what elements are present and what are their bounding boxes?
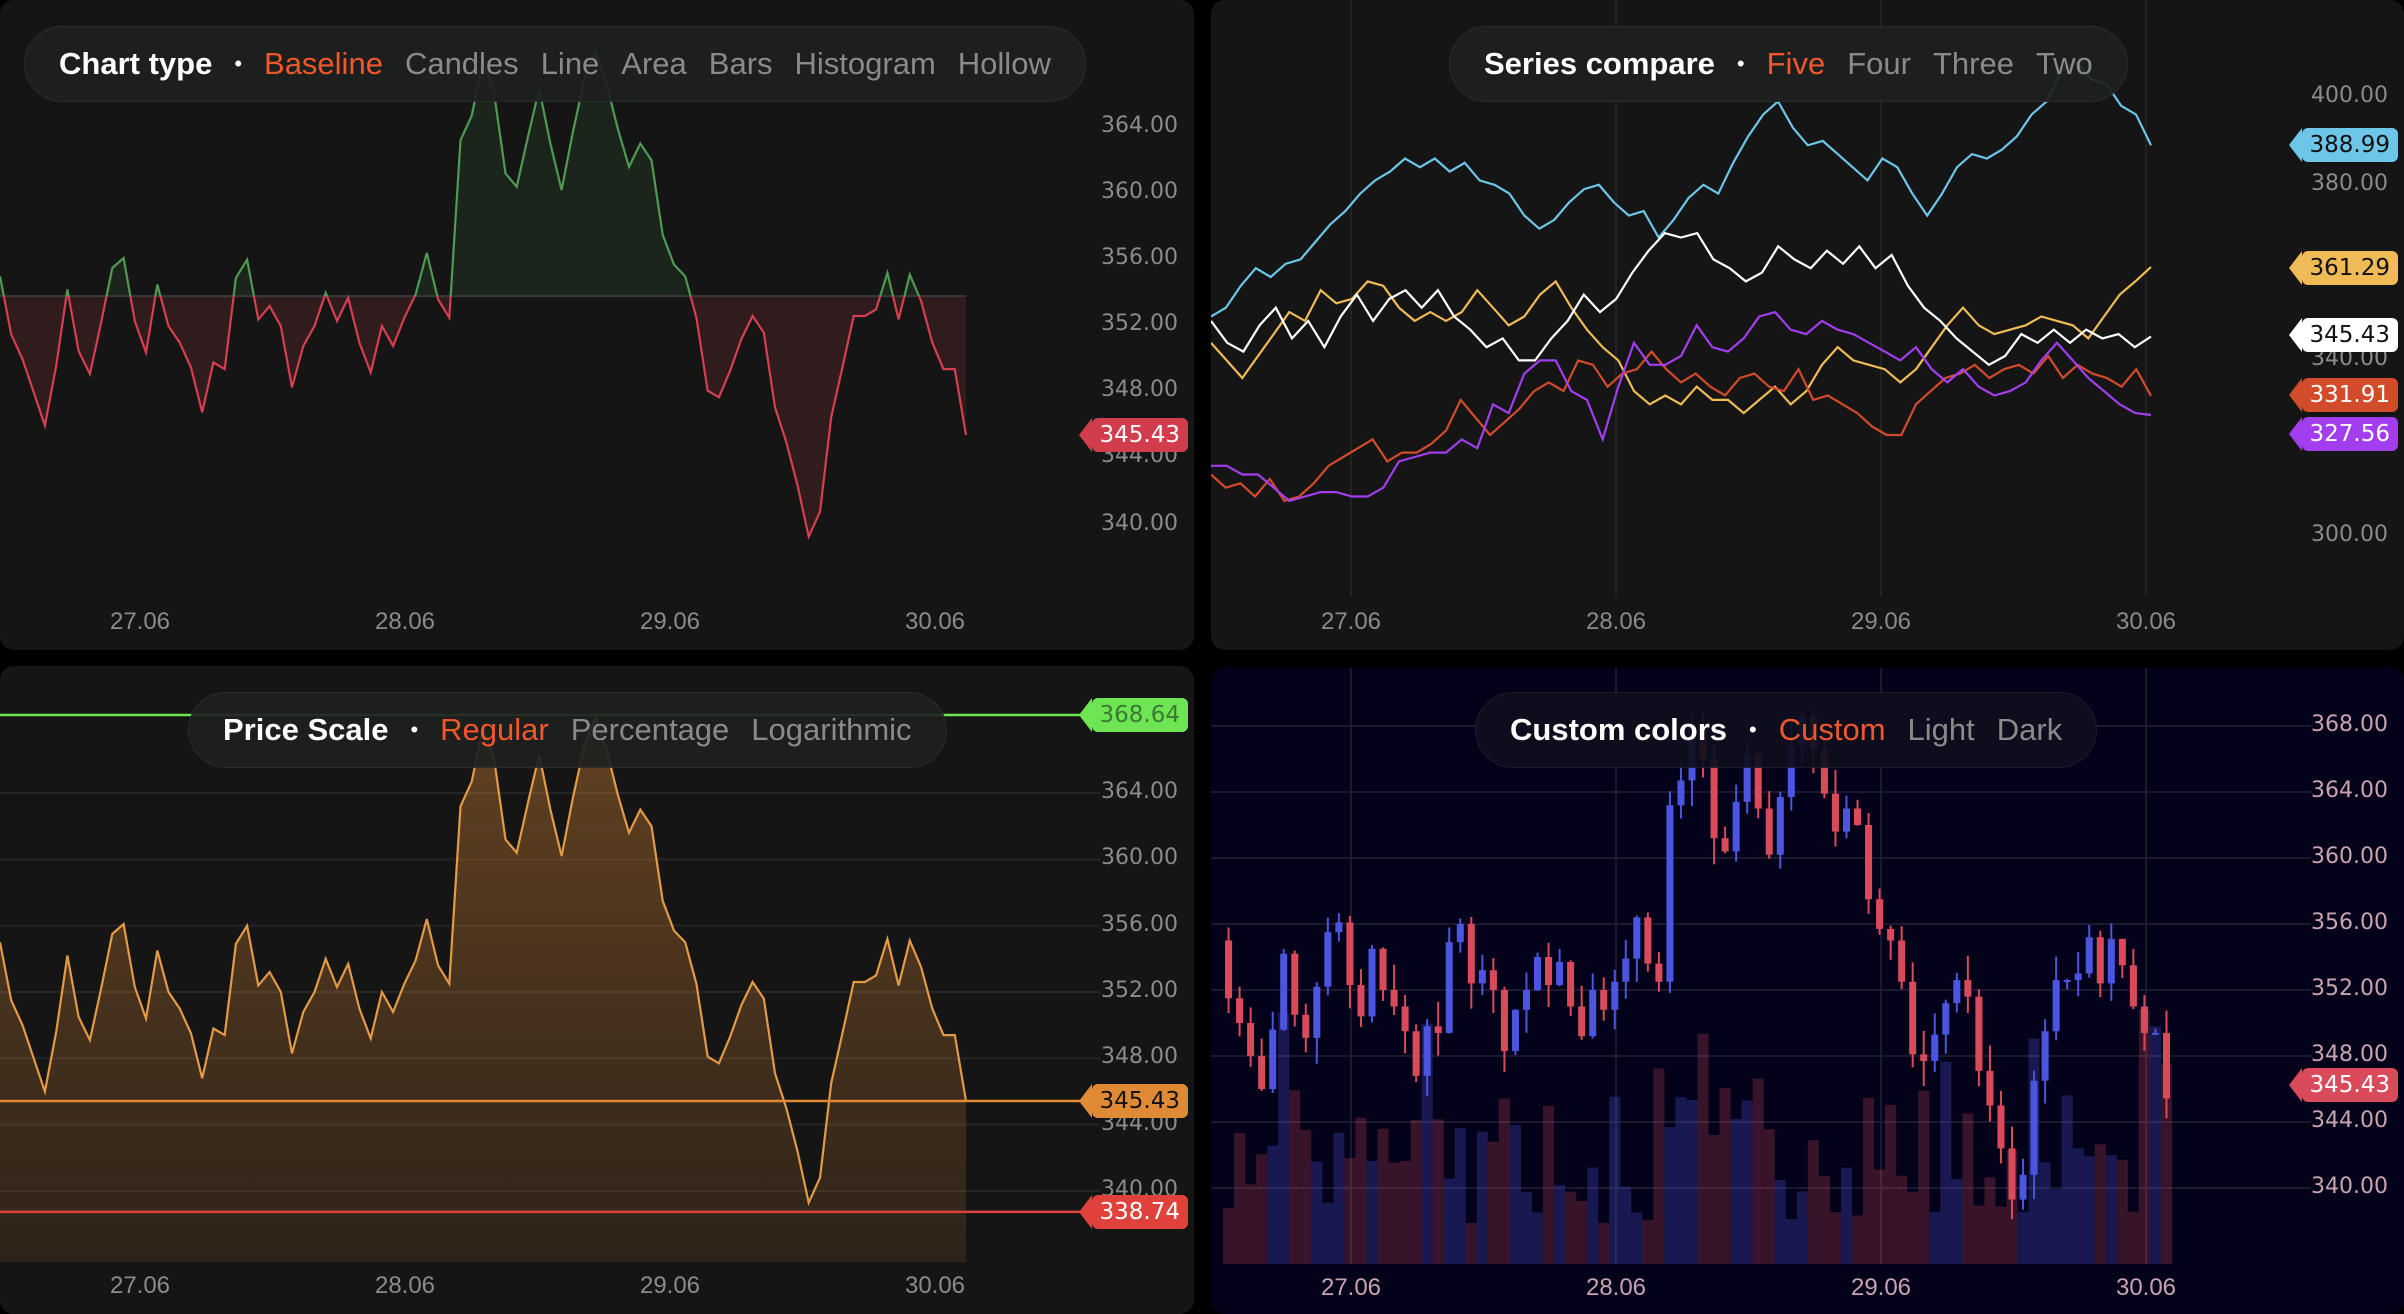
time-label: 28.06: [374, 1272, 436, 1299]
time-label: 29.06: [639, 608, 701, 635]
high-price-tag: 368.64: [1078, 698, 1188, 732]
price-label: 352.00: [1101, 978, 1178, 1003]
price-label: 364.00: [1101, 779, 1178, 804]
option-four[interactable]: Four: [1847, 46, 1911, 81]
price-label: 356.00: [1101, 245, 1178, 270]
series-compare-toolbar: Series compare • Five Four Three Two: [1449, 26, 2128, 102]
time-label: 27.06: [109, 608, 171, 635]
price-label: 356.00: [2311, 910, 2388, 935]
series-last-value-tag: 361.29: [2288, 251, 2398, 285]
last-price-tag: 345.43: [1078, 1083, 1188, 1118]
toolbar-title: Custom colors: [1510, 712, 1728, 747]
separator-dot: •: [1736, 51, 1745, 76]
time-label: 30.06: [2115, 608, 2177, 635]
series-last-value-tag: 388.99: [2288, 128, 2398, 162]
option-histogram[interactable]: Histogram: [794, 46, 936, 81]
time-label: 28.06: [374, 608, 436, 635]
option-five[interactable]: Five: [1766, 46, 1826, 81]
price-label: 400.00: [2311, 83, 2388, 108]
toolbar-title: Series compare: [1484, 46, 1715, 81]
option-logarithmic[interactable]: Logarithmic: [751, 712, 912, 747]
price-label: 348.00: [1101, 1044, 1178, 1070]
time-label: 30.06: [2115, 1274, 2177, 1301]
option-baseline[interactable]: Baseline: [264, 46, 383, 81]
option-percentage[interactable]: Percentage: [570, 712, 730, 747]
time-label: 27.06: [1320, 608, 1382, 635]
price-label: 380.00: [2311, 170, 2388, 196]
option-regular[interactable]: Regular: [440, 712, 549, 747]
price-label: 340.00: [1101, 511, 1178, 536]
low-price-tag: 338.74: [1078, 1194, 1188, 1229]
option-dark[interactable]: Dark: [1996, 712, 2063, 747]
option-light[interactable]: Light: [1907, 712, 1975, 747]
option-hollow[interactable]: Hollow: [957, 46, 1051, 81]
time-label: 29.06: [639, 1272, 701, 1299]
price-label: 344.00: [2311, 1108, 2388, 1133]
separator-dot: •: [1749, 717, 1757, 742]
custom-colors-toolbar: Custom colors • Custom Light Dark: [1475, 692, 2098, 768]
price-label: 360.00: [1101, 179, 1178, 204]
time-label: 27.06: [1320, 1274, 1382, 1301]
series-last-value-tag: 345.43: [2288, 318, 2398, 352]
time-label: 28.06: [1585, 1274, 1647, 1301]
series-last-value-tag: 331.91: [2288, 378, 2398, 412]
custom-colors-panel[interactable]: 368.00 364.00 360.00 356.00 352.00 348.00 344.…: [1211, 668, 2404, 1314]
option-bars[interactable]: Bars: [708, 46, 773, 81]
series-compare-panel[interactable]: 400.00 380.00 340.00 300.00 27.06 28.06 29.06…: [1211, 0, 2404, 650]
price-label: 364.00: [2311, 778, 2388, 803]
price-label: 348.00: [2311, 1042, 2388, 1067]
price-label: 360.00: [1101, 845, 1178, 871]
option-three[interactable]: Three: [1932, 46, 2014, 81]
series-last-value-tag: 327.56: [2288, 417, 2398, 451]
price-label: 348.00: [1101, 377, 1178, 402]
time-label: 30.06: [904, 1272, 966, 1299]
time-label: 28.06: [1585, 608, 1647, 635]
price-label: 360.00: [2311, 844, 2388, 869]
price-label: 340.00: [2311, 1174, 2388, 1199]
price-scale-panel[interactable]: 364.00 360.00 356.00 352.00 348.00 344.00 340.…: [0, 666, 1194, 1314]
last-price-tag: 345.43: [2288, 1068, 2398, 1102]
baseline-chart-panel[interactable]: 364.00 360.00 356.00 352.00 348.00 344.00 340.…: [0, 0, 1194, 650]
time-label: 30.06: [904, 608, 966, 635]
price-scale-toolbar: Price Scale • Regular Percentage Logarithmic: [188, 692, 947, 768]
price-label: 300.00: [2311, 522, 2388, 547]
price-label: 364.00: [1101, 113, 1178, 138]
last-price-tag: 345.43: [1078, 418, 1188, 452]
separator-dot: •: [410, 717, 419, 742]
time-label: 29.06: [1850, 1274, 1912, 1301]
price-label: 352.00: [1101, 311, 1178, 336]
toolbar-title: Chart type: [59, 46, 213, 81]
chart-type-toolbar: Chart type • Baseline Candles Line Area Bars Hi…: [24, 26, 1086, 102]
price-label: 352.00: [2311, 976, 2388, 1001]
option-line[interactable]: Line: [540, 46, 600, 81]
option-custom[interactable]: Custom: [1778, 712, 1886, 747]
price-label: 368.00: [2311, 712, 2388, 737]
toolbar-title: Price Scale: [223, 712, 389, 747]
option-two[interactable]: Two: [2035, 46, 2093, 81]
option-area[interactable]: Area: [621, 46, 687, 81]
option-candles[interactable]: Candles: [404, 46, 519, 81]
separator-dot: •: [234, 51, 243, 76]
time-label: 27.06: [109, 1272, 171, 1299]
time-label: 29.06: [1850, 608, 1912, 635]
candlestick-plot[interactable]: [1211, 668, 2404, 1314]
price-label: 356.00: [1101, 911, 1178, 937]
